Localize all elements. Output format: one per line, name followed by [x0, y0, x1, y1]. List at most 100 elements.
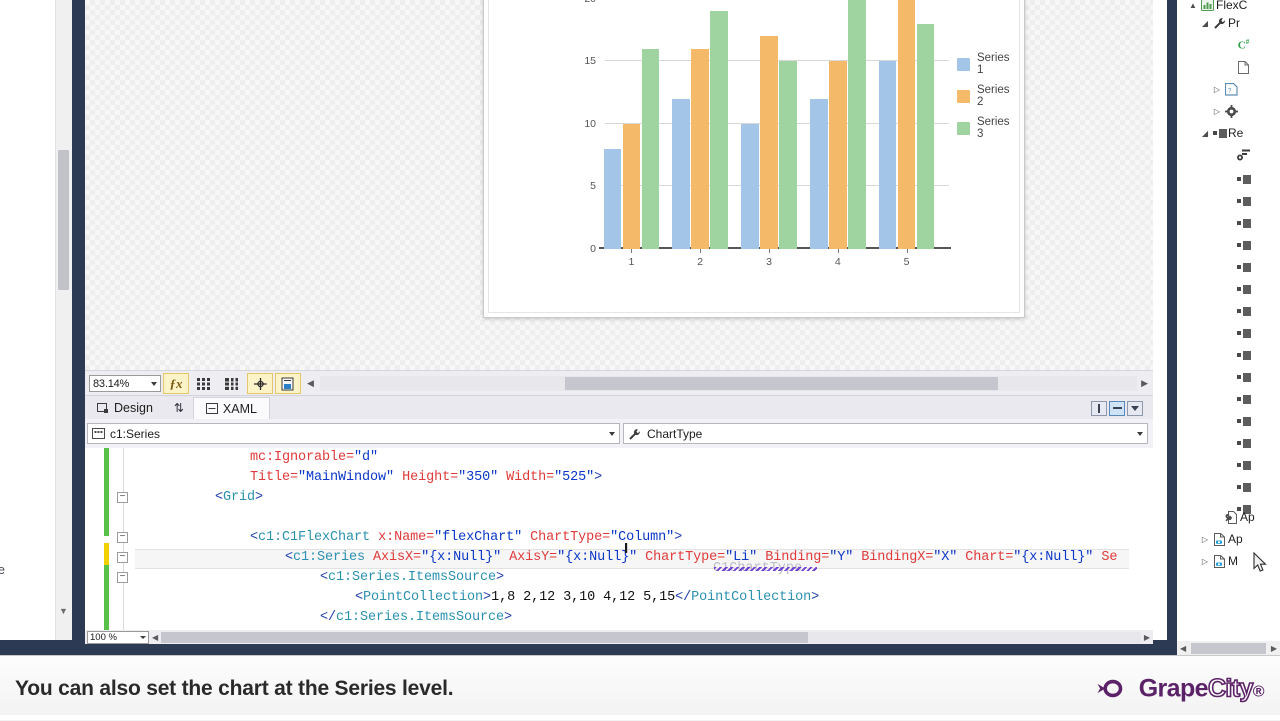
code-token	[394, 470, 402, 485]
outlining-collapse-button[interactable]: −	[117, 492, 128, 503]
chevron-down-icon[interactable]	[609, 431, 615, 436]
solution-explorer-row[interactable]	[1177, 346, 1252, 364]
triangle-left-icon[interactable]: ◀	[307, 378, 314, 388]
solution-explorer-row[interactable]	[1177, 58, 1252, 76]
flexchart-control[interactable]: 0 5 10 15 20 1 2 3 4 5 Series 1 Series 2 Series 3	[488, 0, 1020, 313]
chart-bar	[779, 61, 797, 249]
solution-explorer-row-label: Ap	[1228, 532, 1243, 546]
reference-icon	[1235, 350, 1252, 360]
solution-explorer-row[interactable]: ◢ Re	[1177, 124, 1243, 142]
solution-explorer-row[interactable]: ▲ FlexC	[1177, 0, 1247, 14]
expander-icon[interactable]: ▷	[1201, 534, 1209, 544]
chart-bar	[603, 148, 622, 249]
toolbox-scrollbar[interactable]	[55, 0, 73, 655]
outlining-collapse-button[interactable]: −	[117, 552, 128, 563]
xaml-code-editor[interactable]: − − − − mc:Ignorable="d" Title="MainWindow" …	[85, 448, 1153, 630]
solution-explorer-hscrollbar[interactable]: ◀ ▶	[1177, 641, 1280, 655]
expander-icon[interactable]: ▲	[1189, 0, 1197, 10]
toolbox-item[interactable]: Gauge	[0, 562, 6, 577]
solution-explorer-row[interactable]: ▷ Ap	[1177, 530, 1243, 548]
solution-explorer-row[interactable]	[1177, 280, 1252, 298]
chart-x-tick-mark	[631, 249, 633, 253]
solution-explorer-row[interactable]	[1177, 214, 1252, 232]
snap-to-gridlines-button[interactable]	[247, 373, 273, 394]
editor-zoom-combo[interactable]: 100 %	[87, 630, 149, 644]
toolbox-scrollbar-thumb[interactable]	[58, 150, 69, 290]
chevron-down-icon[interactable]	[1137, 431, 1143, 436]
code-line[interactable]: <PointCollection>1,8 2,12 3,10 4,12 5,15…	[135, 590, 819, 605]
split-horizontal-button[interactable]	[1109, 400, 1125, 416]
snap-to-snaplines-button[interactable]	[275, 373, 301, 394]
member-dropdown[interactable]: ChartType	[623, 423, 1148, 444]
effects-button[interactable]: ƒx	[163, 373, 189, 394]
code-line[interactable]: <c1:C1FlexChart x:Name="flexChart" Chart…	[135, 530, 682, 545]
solution-explorer-row[interactable]	[1177, 146, 1252, 164]
grapecity-infinity-mark	[1097, 679, 1122, 698]
solution-explorer-row[interactable]	[1177, 412, 1252, 430]
solution-explorer-row[interactable]	[1177, 478, 1252, 496]
triangle-left-icon[interactable]: ◀	[1180, 643, 1187, 653]
expander-icon[interactable]: ▷	[1213, 84, 1221, 94]
solution-explorer-row[interactable]: Ap	[1177, 508, 1255, 526]
solution-explorer-row[interactable]	[1177, 500, 1252, 518]
chevron-down-icon[interactable]	[140, 635, 146, 639]
outlining-collapse-button[interactable]: −	[117, 532, 128, 543]
code-line[interactable]: mc:Ignorable="d"	[135, 450, 378, 465]
solution-explorer-row[interactable]	[1177, 170, 1252, 188]
solution-explorer-row[interactable]: C#	[1177, 36, 1252, 54]
solution-explorer-panel[interactable]: ▲ FlexC ◢ Pr C# ▷? ▷ ◢ Re Ap ▷ Ap ▷ M ◀ ▶	[1177, 0, 1280, 655]
chevron-down-icon[interactable]: ▼	[59, 606, 68, 616]
solution-explorer-row[interactable]	[1177, 192, 1252, 210]
grid-small-button[interactable]	[191, 373, 217, 394]
code-line[interactable]: Title="MainWindow" Height="350" Width="5…	[135, 470, 602, 485]
solution-explorer-row[interactable]: ◢ Pr	[1177, 14, 1240, 32]
type-dropdown[interactable]: c1:Series	[87, 423, 620, 444]
code-token: "{x:Null}"	[1013, 550, 1094, 565]
designer-zoom-combo[interactable]: 83.14%	[89, 375, 161, 392]
tab-design[interactable]: Design	[85, 397, 165, 420]
solution-explorer-row[interactable]: ▷	[1177, 102, 1240, 120]
triangle-left-icon[interactable]: ◀	[152, 632, 159, 642]
solution-explorer-row[interactable]: ▷?	[1177, 80, 1240, 98]
chart-x-tick-label: 3	[766, 256, 772, 268]
solution-explorer-row[interactable]	[1177, 456, 1252, 474]
expander-icon[interactable]: ▷	[1201, 556, 1209, 566]
expander-icon[interactable]: ▷	[1213, 106, 1221, 116]
code-line[interactable]: <Grid>	[135, 490, 263, 505]
tab-xaml[interactable]: XAML	[192, 396, 270, 420]
xaml-file-icon	[1211, 532, 1228, 546]
triangle-right-icon[interactable]: ▶	[1270, 643, 1277, 653]
expander-icon[interactable]: ◢	[1201, 128, 1209, 138]
reference-icon	[1235, 306, 1252, 316]
solution-explorer-row[interactable]: ▷ M	[1177, 552, 1238, 570]
solution-explorer-row[interactable]	[1177, 368, 1252, 386]
chart-x-tick-mark	[837, 249, 839, 253]
outlining-collapse-button[interactable]: −	[117, 572, 128, 583]
designer-horizontal-scrollbar[interactable]	[319, 376, 1138, 391]
designer-hscroll-thumb[interactable]	[565, 377, 999, 390]
code-line[interactable]: </c1:Series.ItemsSource>	[135, 610, 512, 625]
solution-explorer-row[interactable]	[1177, 324, 1252, 342]
triangle-right-icon[interactable]: ▶	[1141, 378, 1148, 388]
solution-explorer-row[interactable]	[1177, 390, 1252, 408]
code-line[interactable]: <c1:Series AxisX="{x:Null}" AxisY="{x:Nu…	[135, 550, 1117, 565]
editor-horizontal-scrollbar[interactable]	[161, 631, 1141, 643]
solution-explorer-row[interactable]	[1177, 302, 1252, 320]
editor-hscroll-thumb[interactable]	[161, 631, 808, 643]
settings-gear-icon	[1223, 104, 1240, 118]
collapse-pane-button[interactable]	[1127, 400, 1143, 416]
solution-explorer-row[interactable]	[1177, 236, 1252, 254]
solution-explorer-row[interactable]	[1177, 258, 1252, 276]
grid-large-button[interactable]	[219, 373, 245, 394]
code-line[interactable]: <c1:Series.ItemsSource>	[135, 570, 504, 585]
mainwindow-design-preview[interactable]: 0 5 10 15 20 1 2 3 4 5 Series 1 Series 2 Series 3	[483, 0, 1025, 318]
chevron-down-icon[interactable]	[151, 381, 157, 386]
split-vertical-button[interactable]	[1091, 400, 1107, 416]
reference-icon	[1235, 416, 1252, 426]
swap-panes-button[interactable]: ⇅	[173, 401, 184, 415]
expander-icon[interactable]: ◢	[1201, 18, 1209, 28]
triangle-right-icon[interactable]: ▶	[1143, 632, 1150, 642]
solution-explorer-hscroll-thumb[interactable]	[1191, 642, 1266, 654]
solution-explorer-row[interactable]	[1177, 434, 1252, 452]
